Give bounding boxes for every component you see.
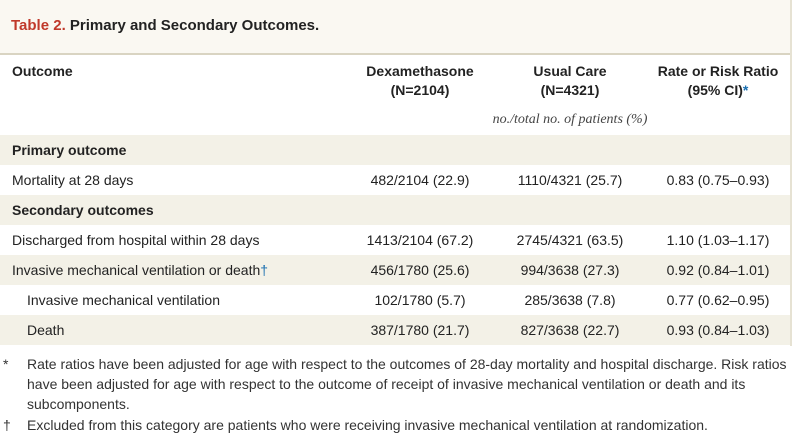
outcome-label-text: Discharged from hospital within 28 days [12, 232, 260, 248]
outcome-label: Discharged from hospital within 28 days [12, 225, 259, 255]
outcome-label: Mortality at 28 days [12, 165, 133, 195]
usual-header-name: Usual Care [533, 63, 607, 79]
outcome-label-text: Mortality at 28 days [12, 172, 134, 188]
ratio-header-ci-text: (95% CI) [687, 82, 743, 98]
dexamethasone-value: 387/1780 (21.7) [370, 322, 470, 338]
dexamethasone-value: 482/2104 (22.9) [370, 172, 470, 188]
footnote-mark[interactable]: † [260, 262, 269, 278]
dexamethasone-value: 456/1780 (25.6) [370, 262, 470, 278]
table-row: Invasive mechanical ventilation 102/1780 … [0, 285, 790, 315]
usual-care-value: 827/3638 (22.7) [520, 322, 620, 338]
column-header-outcome: Outcome [12, 63, 73, 79]
usual-care-value: 994/3638 (27.3) [520, 262, 620, 278]
title-divider [0, 53, 790, 55]
dexamethasone-value: 102/1780 (5.7) [374, 292, 466, 308]
footnotes: * Rate ratios have been adjusted for age… [0, 354, 796, 435]
usual-header-n: (N=4321) [540, 82, 600, 98]
table-row: Death 387/1780 (21.7) 827/3638 (22.7) 0.93 … [0, 315, 790, 345]
usual-care-value: 2745/4321 (63.5) [516, 232, 624, 248]
table-row: Mortality at 28 days 482/2104 (22.9) 1110/… [0, 165, 790, 195]
dex-header-name: Dexamethasone [366, 63, 474, 79]
outcome-label-text: Primary outcome [12, 142, 127, 158]
outcome-label-text: Invasive mechanical ventilation [27, 292, 220, 308]
usual-care-value: 285/3638 (7.8) [524, 292, 616, 308]
ratio-value: 0.93 (0.84–1.03) [666, 322, 770, 338]
outcome-label-text: Death [27, 322, 65, 338]
footnote-symbol: * [3, 356, 9, 372]
outcome-label-text: Invasive mechanical ventilation or death [12, 262, 261, 278]
ratio-value: 0.83 (0.75–0.93) [666, 172, 770, 188]
table-title-band: Table 2. Primary and Secondary Outcomes. [0, 0, 790, 53]
units-caption: no./total no. of patients (%) [492, 112, 648, 127]
ratio-header-ci: (95% CI)* [643, 81, 793, 100]
ratio-footnote-mark[interactable]: * [742, 82, 749, 98]
footnote-item: * Rate ratios have been adjusted for age… [0, 354, 796, 414]
dex-header-n: (N=2104) [390, 82, 450, 98]
section-label: Primary outcome [12, 135, 126, 165]
section-row: Primary outcome [0, 135, 790, 165]
column-header-usual-care: Usual Care (N=4321) [495, 62, 645, 100]
footnote-symbol: † [3, 417, 11, 433]
table-number: Table 2. [11, 17, 66, 34]
table-frame: Table 2. Primary and Secondary Outcomes.… [0, 0, 792, 346]
section-label: Secondary outcomes [12, 195, 154, 225]
ratio-value: 0.77 (0.62–0.95) [666, 292, 770, 308]
outcome-label-text: Secondary outcomes [12, 202, 154, 218]
column-header-ratio: Rate or Risk Ratio (95% CI)* [643, 62, 793, 100]
outcome-label: Invasive mechanical ventilation or death… [12, 255, 268, 285]
ratio-header-name: Rate or Risk Ratio [657, 63, 779, 79]
column-header-dexamethasone: Dexamethasone (N=2104) [345, 62, 495, 100]
table-row: Discharged from hospital within 28 days 1… [0, 225, 790, 255]
outcome-label: Invasive mechanical ventilation [27, 285, 220, 315]
footnote-item: † Excluded from this category are patien… [0, 415, 796, 435]
table-title: Table 2. Primary and Secondary Outcomes. [11, 17, 319, 34]
ratio-value: 1.10 (1.03–1.17) [666, 232, 770, 248]
outcome-label: Death [27, 315, 64, 345]
footnote-text: Rate ratios have been adjusted for age w… [27, 356, 787, 412]
table-title-text: Primary and Secondary Outcomes. [69, 17, 320, 34]
section-row: Secondary outcomes [0, 195, 790, 225]
table-row: Invasive mechanical ventilation or death… [0, 255, 790, 285]
footnote-text: Excluded from this category are patients… [27, 417, 708, 433]
dexamethasone-value: 1413/2104 (67.2) [366, 232, 474, 248]
ratio-value: 0.92 (0.84–1.01) [666, 262, 770, 278]
usual-care-value: 1110/4321 (25.7) [517, 172, 623, 188]
